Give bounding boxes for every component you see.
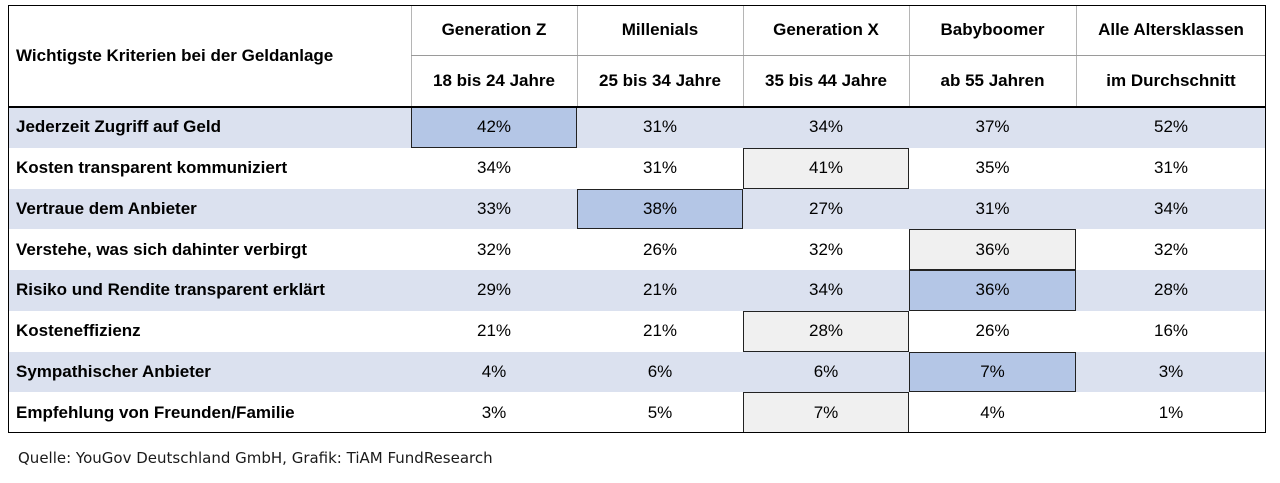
highlight-cell — [411, 107, 577, 148]
value-cell: 28% — [1153, 280, 1189, 300]
value-cell: 6% — [647, 361, 673, 381]
highlight-cell — [909, 351, 1076, 393]
column-subheader: 18 bis 24 Jahre — [433, 71, 555, 90]
value-cell: 7% — [813, 402, 839, 422]
row-label: Verstehe, was sich dahinter verbirgt — [16, 239, 308, 259]
value-cell: 31% — [642, 117, 678, 137]
row-label: Kosten transparent kommuniziert — [16, 158, 288, 178]
value-cell: 21% — [476, 321, 512, 341]
value-cell: 37% — [975, 117, 1010, 137]
value-cell: 34% — [1153, 198, 1189, 218]
row-label: Jederzeit Zugriff auf Geld — [16, 117, 221, 137]
value-cell: 31% — [642, 158, 678, 178]
highlight-cell — [577, 188, 743, 230]
row-label: Risiko und Rendite transparent erklärt — [16, 280, 325, 300]
column-header: Millenials — [621, 20, 699, 39]
column-subheader: 35 bis 44 Jahre — [765, 71, 887, 90]
row-label: Empfehlung von Freunden/Familie — [16, 402, 295, 422]
column-divider — [909, 5, 910, 107]
survey-table: Wichtigste Kriterien bei der Geldanlage G… — [8, 5, 1266, 433]
value-cell: 3% — [1158, 361, 1184, 381]
source-note: Quelle: YouGov Deutschland GmbH, Grafik:… — [18, 449, 493, 467]
value-cell: 34% — [808, 280, 844, 300]
column-header: Alle Altersklassen — [1098, 20, 1244, 39]
column-header: Generation Z — [441, 20, 547, 39]
value-cell: 28% — [808, 321, 844, 341]
row-label: Kosteneffizienz — [16, 321, 141, 341]
value-cell: 36% — [975, 239, 1010, 259]
value-cell: 33% — [476, 198, 512, 218]
column-subheader: im Durchschnitt — [1106, 71, 1236, 90]
value-cell: 36% — [975, 280, 1010, 300]
value-cell: 7% — [980, 361, 1005, 381]
column-divider — [411, 5, 412, 107]
column-subheader: 25 bis 34 Jahre — [599, 71, 721, 90]
highlight-cell — [743, 310, 909, 352]
header-separator — [8, 106, 1266, 108]
column-divider — [577, 5, 578, 107]
value-cell: 52% — [1153, 117, 1189, 137]
value-cell: 4% — [481, 361, 507, 381]
header-subdivider — [411, 55, 1266, 56]
column-header: Generation X — [773, 20, 879, 39]
value-cell: 26% — [642, 239, 678, 259]
value-cell: 16% — [1153, 321, 1189, 341]
row-band — [8, 107, 1266, 148]
value-cell: 34% — [476, 158, 512, 178]
column-header: Babyboomer — [940, 20, 1045, 39]
value-cell: 35% — [975, 158, 1010, 178]
value-cell: 31% — [1153, 158, 1189, 178]
column-divider — [1076, 5, 1077, 107]
highlight-cell — [743, 147, 909, 189]
value-cell: 38% — [642, 198, 678, 218]
value-cell: 3% — [481, 402, 507, 422]
highlight-cell — [909, 270, 1076, 311]
value-cell: 21% — [642, 321, 678, 341]
highlight-cell — [743, 392, 909, 433]
value-cell: 42% — [476, 117, 512, 137]
column-subheader: ab 55 Jahren — [940, 71, 1045, 90]
row-label: Vertraue dem Anbieter — [16, 198, 197, 218]
row-header-label: Wichtigste Kriterien bei der Geldanlage — [16, 46, 334, 65]
value-cell: 31% — [975, 198, 1010, 218]
value-cell: 5% — [647, 402, 673, 422]
value-cell: 26% — [975, 321, 1010, 341]
value-cell: 41% — [808, 158, 844, 178]
value-cell: 1% — [1158, 402, 1184, 422]
value-cell: 34% — [808, 117, 844, 137]
value-cell: 32% — [1153, 239, 1189, 259]
row-label: Sympathischer Anbieter — [16, 361, 211, 381]
value-cell: 32% — [808, 239, 844, 259]
value-cell: 21% — [642, 280, 678, 300]
value-cell: 27% — [808, 198, 844, 218]
value-cell: 29% — [476, 280, 512, 300]
column-divider — [743, 5, 744, 107]
value-cell: 32% — [476, 239, 512, 259]
value-cell: 4% — [980, 402, 1005, 422]
highlight-cell — [909, 229, 1076, 270]
value-cell: 6% — [813, 361, 839, 381]
